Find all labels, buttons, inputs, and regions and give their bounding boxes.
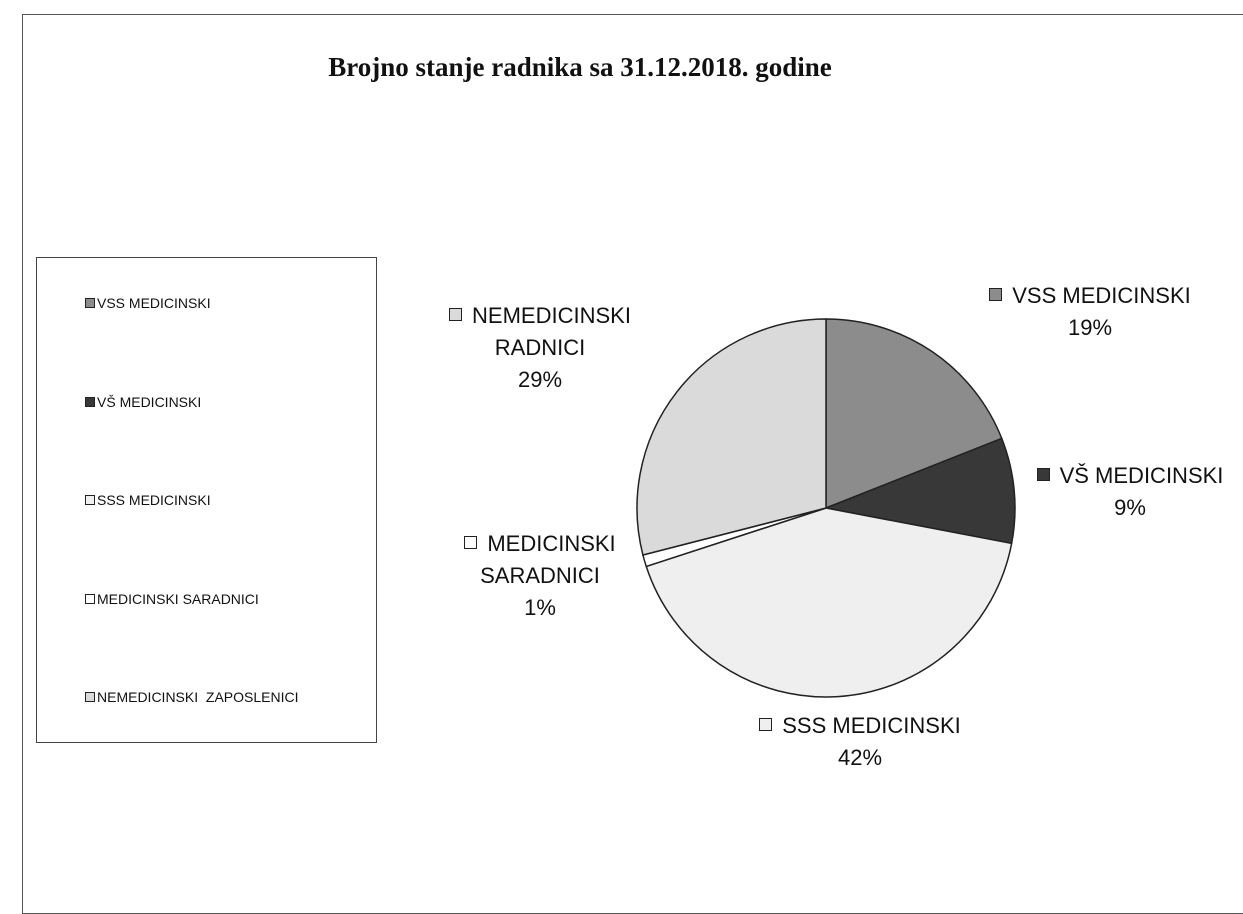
label-swatch bbox=[759, 718, 773, 731]
label-swatch bbox=[449, 308, 463, 321]
pie-chart bbox=[636, 318, 1016, 698]
label-name: VSS MEDICINSKI bbox=[1012, 283, 1191, 308]
legend-swatch bbox=[85, 298, 95, 308]
legend-label: NEMEDICINSKI ZAPOSLENICI bbox=[97, 689, 299, 705]
legend-entry: SSS MEDICINSKI bbox=[85, 492, 211, 508]
data-label: SSS MEDICINSKI 42% bbox=[700, 710, 1020, 774]
label-value: 19% bbox=[1067, 315, 1113, 340]
legend-swatch bbox=[85, 495, 95, 505]
legend: VSS MEDICINSKI VŠ MEDICINSKI SSS MEDICINSK… bbox=[36, 257, 377, 743]
data-label: MEDICINSKI SARADNICI 1% bbox=[430, 528, 650, 624]
legend-label: SSS MEDICINSKI bbox=[97, 492, 211, 508]
label-value: 9% bbox=[1114, 495, 1146, 520]
data-label: VŠ MEDICINSKI 9% bbox=[1010, 460, 1243, 524]
label-swatch bbox=[1036, 468, 1050, 481]
legend-entry: VSS MEDICINSKI bbox=[85, 295, 211, 311]
label-value: 1% bbox=[524, 595, 556, 620]
legend-swatch bbox=[85, 396, 95, 407]
legend-entry: NEMEDICINSKI ZAPOSLENICI bbox=[85, 689, 298, 705]
label-name: MEDICINSKI SARADNICI bbox=[480, 531, 616, 588]
label-name: NEMEDICINSKI RADNICI bbox=[472, 303, 631, 360]
label-name: SSS MEDICINSKI bbox=[782, 713, 961, 738]
pie-slice bbox=[636, 318, 827, 556]
chart-title: Brojno stanje radnika sa 31.12.2018. god… bbox=[328, 52, 832, 82]
legend-label: VŠ MEDICINSKI bbox=[97, 393, 202, 410]
pie-slice bbox=[823, 437, 1016, 545]
pie-slice bbox=[645, 507, 1013, 698]
legend-entry: VŠ MEDICINSKI bbox=[85, 394, 201, 410]
legend-label: MEDICINSKI SARADNICI bbox=[97, 590, 259, 607]
data-label: VSS MEDICINSKI 19% bbox=[940, 280, 1240, 344]
label-value: 42% bbox=[837, 745, 883, 770]
page: Brojno stanje radnika sa 31.12.2018. god… bbox=[22, 14, 1243, 914]
legend-swatch bbox=[85, 593, 95, 604]
pie-slice bbox=[825, 318, 1003, 510]
label-swatch bbox=[464, 536, 478, 549]
data-label: NEMEDICINSKI RADNICI 29% bbox=[420, 300, 660, 396]
label-swatch bbox=[989, 288, 1003, 301]
legend-label: VSS MEDICINSKI bbox=[97, 295, 211, 311]
label-name: VŠ MEDICINSKI bbox=[1059, 463, 1224, 488]
label-value: 29% bbox=[517, 367, 563, 392]
legend-entry: MEDICINSKI SARADNICI bbox=[85, 591, 259, 607]
legend-swatch bbox=[85, 692, 95, 702]
